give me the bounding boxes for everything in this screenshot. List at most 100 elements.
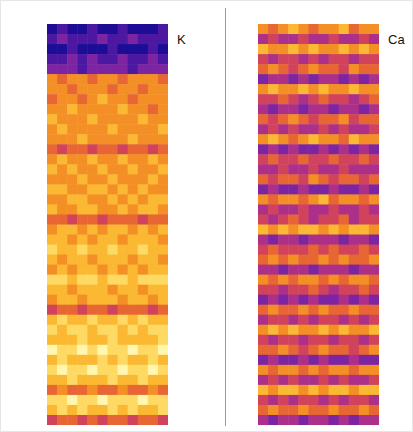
cell: [339, 214, 350, 225]
cell: [57, 194, 68, 205]
cell: [128, 355, 139, 366]
cell: [67, 94, 78, 105]
cell: [138, 184, 149, 195]
cell: [67, 385, 78, 396]
cell: [339, 204, 350, 215]
cell: [268, 64, 279, 75]
cell: [118, 345, 129, 356]
cell: [57, 144, 68, 155]
cell: [118, 255, 129, 266]
cell: [349, 94, 360, 105]
cell: [118, 405, 129, 416]
cell: [77, 54, 88, 65]
cell: [329, 64, 340, 75]
cell: [339, 54, 350, 65]
cell: [67, 275, 78, 286]
cell: [97, 405, 108, 416]
cell: [108, 44, 119, 55]
cell: [339, 104, 350, 115]
cell: [67, 235, 78, 246]
cell: [138, 275, 149, 286]
cell: [128, 225, 139, 236]
cell: [118, 104, 129, 115]
cell: [288, 104, 299, 115]
cell: [118, 44, 129, 55]
cell: [158, 134, 168, 145]
cell: [359, 405, 370, 416]
cell: [138, 285, 149, 296]
cell: [87, 174, 98, 185]
cell: [57, 345, 68, 356]
cell: [359, 134, 370, 145]
cell: [349, 225, 360, 236]
cell: [319, 325, 330, 336]
cell: [47, 285, 58, 296]
cell: [298, 395, 309, 406]
cell: [148, 305, 159, 316]
cell: [278, 355, 289, 366]
cell: [158, 194, 168, 205]
cell: [138, 24, 149, 35]
cell: [258, 335, 269, 346]
cell: [158, 355, 168, 366]
cell: [128, 174, 139, 185]
cell: [118, 225, 129, 236]
cell: [67, 124, 78, 135]
cell: [268, 124, 279, 135]
cell: [97, 194, 108, 205]
cell: [359, 375, 370, 386]
cell: [97, 204, 108, 215]
cell: [329, 405, 340, 416]
cell: [108, 345, 119, 356]
cell: [138, 405, 149, 416]
cell: [298, 385, 309, 396]
cell: [138, 134, 149, 145]
cell: [329, 385, 340, 396]
cell: [87, 295, 98, 306]
cell: [308, 235, 319, 246]
cell: [349, 104, 360, 115]
cell: [118, 245, 129, 256]
cell: [108, 194, 119, 205]
cell: [148, 225, 159, 236]
cell: [97, 54, 108, 65]
cell: [278, 275, 289, 286]
cell: [278, 245, 289, 256]
cell: [359, 225, 370, 236]
cell: [319, 214, 330, 225]
cell: [118, 325, 129, 336]
cell: [308, 24, 319, 35]
cell: [258, 295, 269, 306]
cell: [67, 335, 78, 346]
cell: [308, 365, 319, 376]
cell: [258, 194, 269, 205]
cell: [77, 64, 88, 75]
cell: [258, 235, 269, 246]
cell: [97, 415, 108, 425]
cell: [369, 305, 379, 316]
cell: [319, 164, 330, 175]
cell: [359, 194, 370, 205]
cell: [158, 124, 168, 135]
cell: [369, 54, 379, 65]
cell: [57, 34, 68, 45]
cell: [87, 235, 98, 246]
cell: [319, 395, 330, 406]
cell: [158, 24, 168, 35]
cell: [67, 134, 78, 145]
cell: [67, 114, 78, 125]
cell: [319, 275, 330, 286]
cell: [57, 204, 68, 215]
cell: [87, 375, 98, 386]
cell: [77, 255, 88, 266]
cell: [67, 395, 78, 406]
cell: [258, 214, 269, 225]
cell: [97, 375, 108, 386]
cell: [148, 154, 159, 165]
cell: [77, 204, 88, 215]
cell: [268, 144, 279, 155]
cell: [298, 405, 309, 416]
cell: [329, 184, 340, 195]
cell: [359, 184, 370, 195]
cell: [308, 174, 319, 185]
